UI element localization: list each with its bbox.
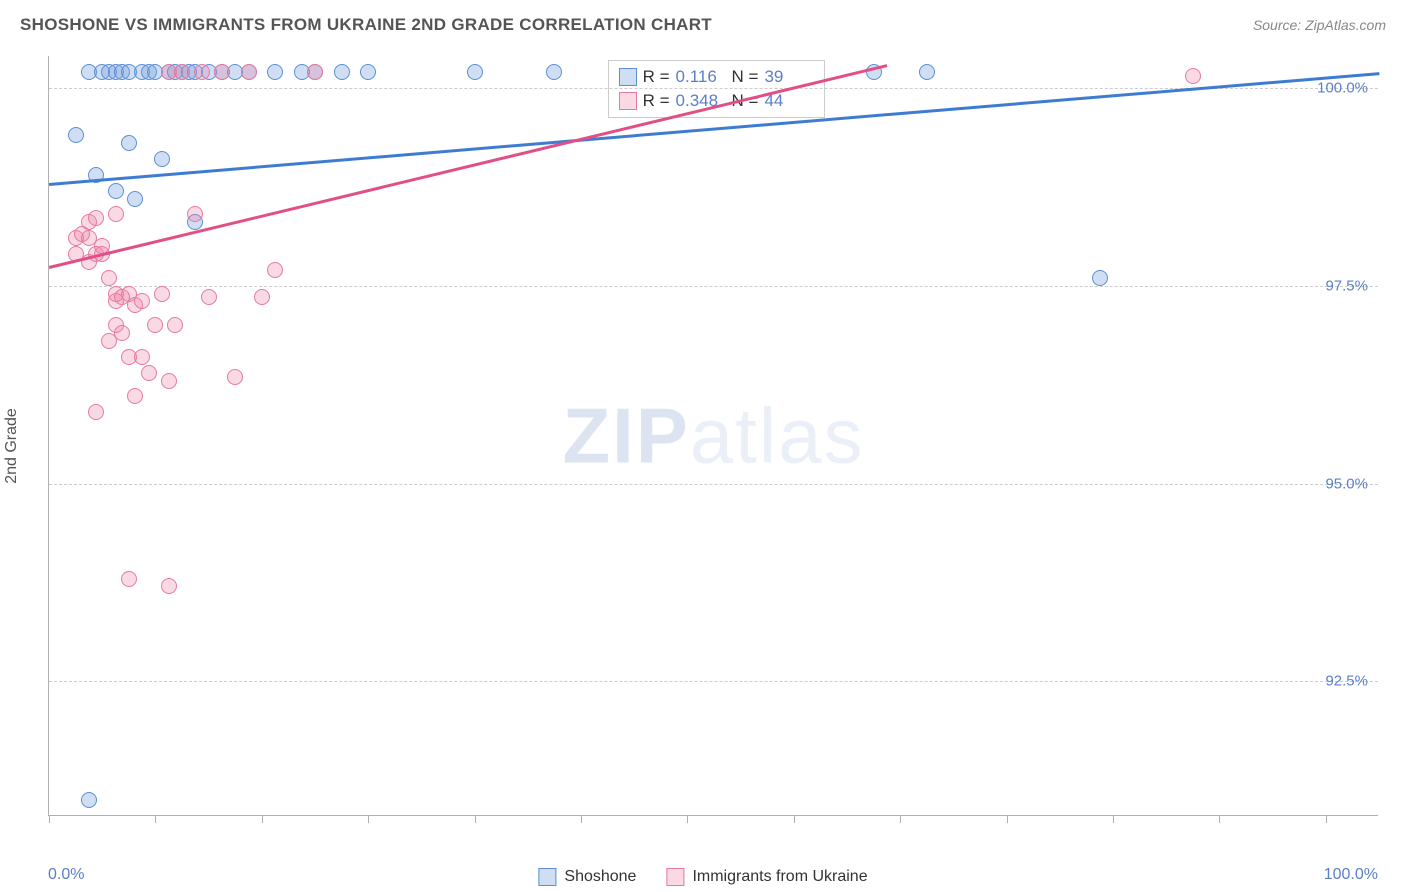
data-point bbox=[147, 317, 163, 333]
x-tick bbox=[1219, 815, 1220, 823]
stat-label: R = bbox=[643, 91, 670, 111]
x-tick bbox=[900, 815, 901, 823]
data-point bbox=[194, 64, 210, 80]
x-tick bbox=[155, 815, 156, 823]
x-tick bbox=[262, 815, 263, 823]
data-point bbox=[161, 578, 177, 594]
stats-row: R =0.348N =44 bbox=[619, 89, 815, 113]
legend-item: Shoshone bbox=[538, 868, 636, 886]
data-point bbox=[267, 64, 283, 80]
stat-label: R = bbox=[643, 67, 670, 87]
chart-plot-area: ZIPatlas R =0.116N =39R =0.348N =44 100.… bbox=[48, 56, 1378, 816]
data-point bbox=[174, 64, 190, 80]
watermark: ZIPatlas bbox=[562, 390, 864, 481]
data-point bbox=[68, 127, 84, 143]
data-point bbox=[88, 404, 104, 420]
data-point bbox=[134, 349, 150, 365]
legend-item: Immigrants from Ukraine bbox=[666, 868, 867, 886]
legend-swatch bbox=[619, 92, 637, 110]
data-point bbox=[108, 206, 124, 222]
data-point bbox=[1185, 68, 1201, 84]
data-point bbox=[101, 270, 117, 286]
x-tick bbox=[49, 815, 50, 823]
data-point bbox=[467, 64, 483, 80]
x-axis-min-label: 0.0% bbox=[48, 866, 84, 884]
x-tick bbox=[1113, 815, 1114, 823]
data-point bbox=[307, 64, 323, 80]
data-point bbox=[127, 388, 143, 404]
x-axis-max-label: 100.0% bbox=[1324, 866, 1378, 884]
y-tick-label: 100.0% bbox=[1317, 79, 1368, 96]
x-tick bbox=[687, 815, 688, 823]
x-tick bbox=[368, 815, 369, 823]
data-point bbox=[201, 289, 217, 305]
trend-line bbox=[49, 64, 887, 268]
x-tick bbox=[794, 815, 795, 823]
legend-swatch bbox=[619, 68, 637, 86]
data-point bbox=[141, 365, 157, 381]
data-point bbox=[108, 183, 124, 199]
data-point bbox=[546, 64, 562, 80]
y-tick-label: 95.0% bbox=[1325, 475, 1368, 492]
stats-row: R =0.116N =39 bbox=[619, 65, 815, 89]
data-point bbox=[187, 206, 203, 222]
legend: Shoshone Immigrants from Ukraine bbox=[538, 868, 867, 886]
x-tick bbox=[1326, 815, 1327, 823]
data-point bbox=[267, 262, 283, 278]
data-point bbox=[254, 289, 270, 305]
data-point bbox=[167, 317, 183, 333]
data-point bbox=[101, 333, 117, 349]
data-point bbox=[127, 191, 143, 207]
data-point bbox=[360, 64, 376, 80]
data-point bbox=[161, 373, 177, 389]
gridline bbox=[49, 681, 1378, 682]
x-tick bbox=[1007, 815, 1008, 823]
chart-title: SHOSHONE VS IMMIGRANTS FROM UKRAINE 2ND … bbox=[20, 15, 712, 35]
data-point bbox=[334, 64, 350, 80]
y-tick-label: 97.5% bbox=[1325, 277, 1368, 294]
data-point bbox=[134, 293, 150, 309]
data-point bbox=[88, 210, 104, 226]
legend-swatch bbox=[666, 868, 684, 886]
stat-r-value: 0.116 bbox=[676, 67, 726, 87]
gridline bbox=[49, 286, 1378, 287]
stat-label: N = bbox=[732, 67, 759, 87]
legend-label: Immigrants from Ukraine bbox=[692, 868, 867, 886]
data-point bbox=[121, 571, 137, 587]
data-point bbox=[154, 286, 170, 302]
data-point bbox=[1092, 270, 1108, 286]
x-tick bbox=[475, 815, 476, 823]
y-tick-label: 92.5% bbox=[1325, 673, 1368, 690]
data-point bbox=[154, 151, 170, 167]
gridline bbox=[49, 484, 1378, 485]
data-point bbox=[81, 792, 97, 808]
y-axis-title: 2nd Grade bbox=[3, 408, 21, 484]
legend-label: Shoshone bbox=[564, 868, 636, 886]
data-point bbox=[214, 64, 230, 80]
data-point bbox=[919, 64, 935, 80]
legend-swatch bbox=[538, 868, 556, 886]
data-point bbox=[121, 135, 137, 151]
source-label: Source: ZipAtlas.com bbox=[1253, 17, 1386, 33]
data-point bbox=[227, 369, 243, 385]
data-point bbox=[241, 64, 257, 80]
x-tick bbox=[581, 815, 582, 823]
